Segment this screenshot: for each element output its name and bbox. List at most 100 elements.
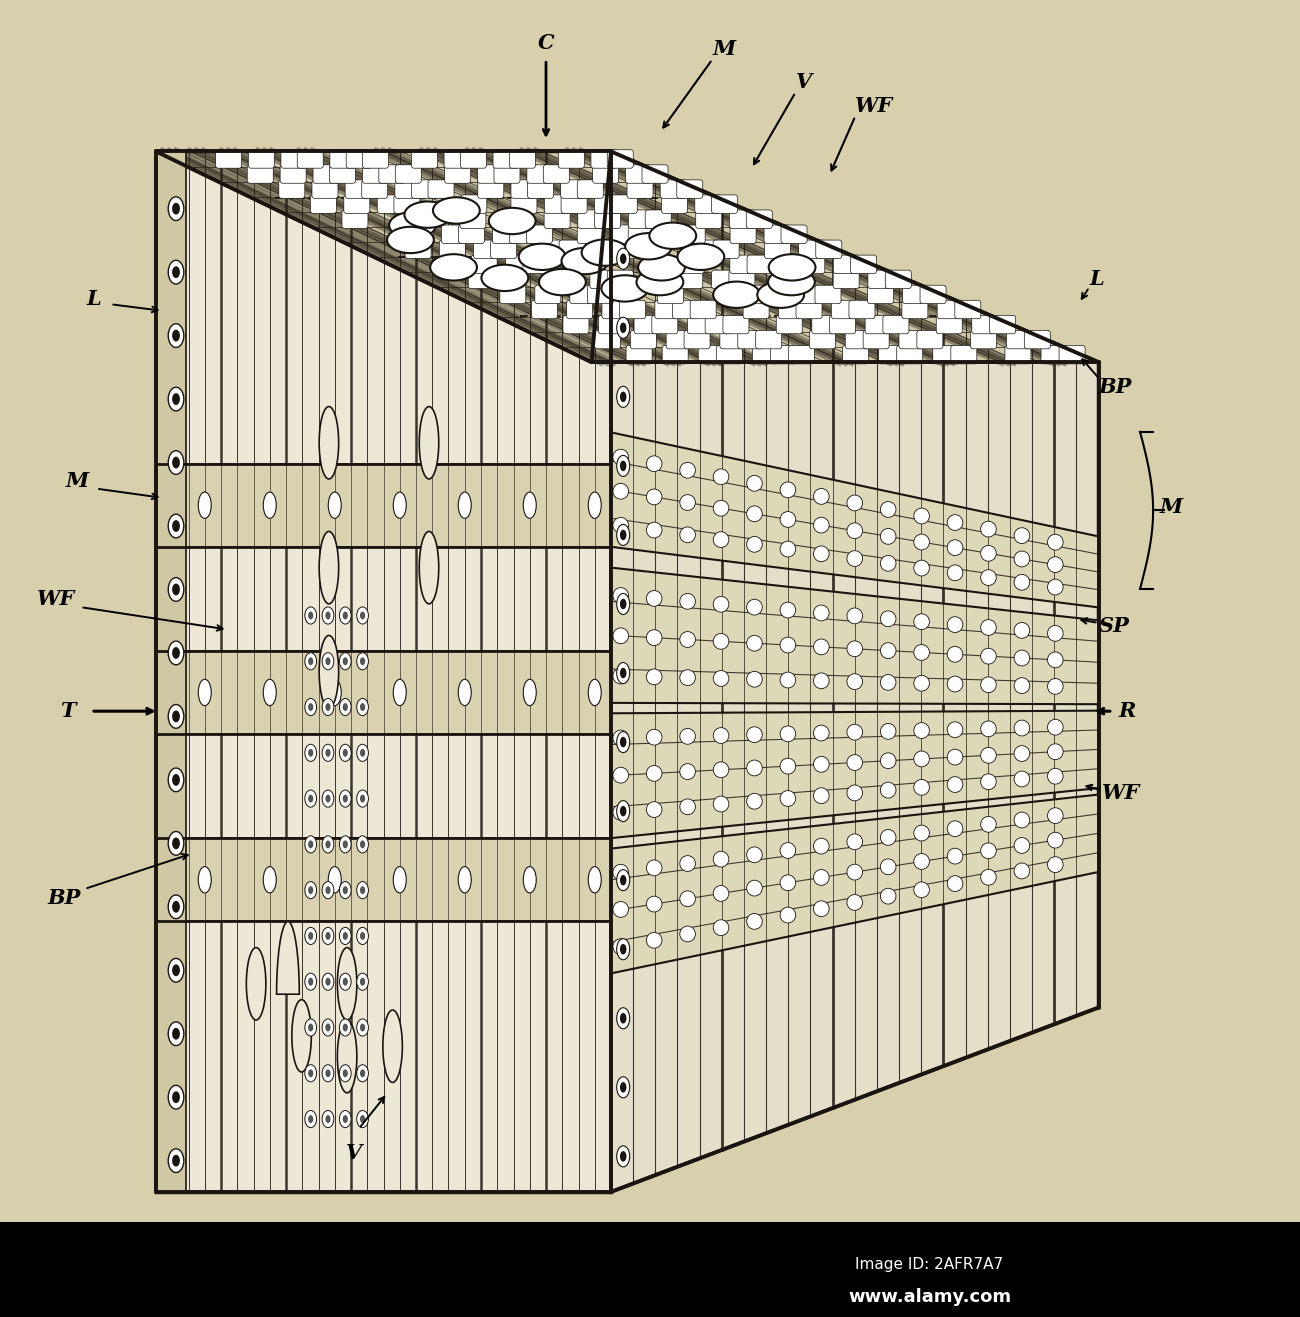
- FancyBboxPatch shape: [493, 150, 519, 169]
- Ellipse shape: [168, 768, 183, 792]
- Ellipse shape: [360, 886, 365, 894]
- FancyBboxPatch shape: [534, 286, 560, 304]
- Circle shape: [948, 848, 963, 864]
- Ellipse shape: [339, 1064, 351, 1081]
- FancyBboxPatch shape: [460, 195, 486, 213]
- Polygon shape: [156, 151, 1098, 362]
- Circle shape: [646, 932, 662, 948]
- FancyBboxPatch shape: [916, 331, 942, 349]
- FancyBboxPatch shape: [278, 180, 304, 199]
- FancyBboxPatch shape: [920, 286, 946, 304]
- FancyBboxPatch shape: [311, 195, 337, 213]
- FancyBboxPatch shape: [468, 270, 494, 288]
- FancyBboxPatch shape: [810, 331, 836, 349]
- FancyBboxPatch shape: [694, 195, 720, 213]
- FancyBboxPatch shape: [511, 180, 537, 199]
- Ellipse shape: [562, 248, 608, 274]
- Circle shape: [614, 768, 629, 784]
- FancyBboxPatch shape: [811, 315, 837, 333]
- FancyBboxPatch shape: [1024, 331, 1050, 349]
- Circle shape: [848, 523, 863, 539]
- Ellipse shape: [304, 1110, 317, 1127]
- Polygon shape: [156, 464, 611, 547]
- FancyBboxPatch shape: [897, 345, 923, 363]
- Ellipse shape: [620, 529, 627, 540]
- FancyBboxPatch shape: [711, 270, 737, 288]
- Ellipse shape: [523, 680, 536, 706]
- Ellipse shape: [343, 611, 348, 619]
- Ellipse shape: [320, 407, 338, 479]
- Circle shape: [980, 677, 996, 693]
- FancyBboxPatch shape: [753, 345, 779, 363]
- Ellipse shape: [168, 514, 183, 537]
- FancyBboxPatch shape: [937, 300, 963, 319]
- FancyBboxPatch shape: [849, 300, 875, 319]
- FancyBboxPatch shape: [797, 286, 823, 304]
- Ellipse shape: [325, 703, 330, 711]
- Ellipse shape: [616, 317, 629, 338]
- FancyBboxPatch shape: [590, 270, 616, 288]
- Circle shape: [848, 785, 863, 801]
- Ellipse shape: [325, 977, 330, 985]
- Circle shape: [680, 462, 696, 478]
- FancyBboxPatch shape: [779, 300, 805, 319]
- FancyBboxPatch shape: [477, 165, 503, 183]
- FancyBboxPatch shape: [628, 225, 654, 244]
- Ellipse shape: [320, 532, 338, 605]
- Circle shape: [614, 518, 629, 533]
- Ellipse shape: [393, 680, 406, 706]
- Circle shape: [814, 639, 829, 655]
- Circle shape: [680, 670, 696, 686]
- FancyBboxPatch shape: [406, 240, 432, 258]
- Circle shape: [714, 532, 729, 548]
- FancyBboxPatch shape: [738, 331, 764, 349]
- FancyBboxPatch shape: [395, 180, 421, 199]
- FancyBboxPatch shape: [559, 240, 585, 258]
- Ellipse shape: [198, 680, 211, 706]
- FancyBboxPatch shape: [577, 209, 603, 228]
- Ellipse shape: [343, 977, 348, 985]
- FancyBboxPatch shape: [602, 300, 628, 319]
- FancyBboxPatch shape: [771, 345, 797, 363]
- Circle shape: [1048, 557, 1063, 573]
- Circle shape: [780, 602, 796, 618]
- Ellipse shape: [519, 244, 566, 270]
- Ellipse shape: [328, 493, 341, 519]
- Ellipse shape: [339, 1019, 351, 1036]
- Ellipse shape: [339, 698, 351, 715]
- Circle shape: [1014, 551, 1030, 566]
- Circle shape: [880, 528, 896, 544]
- FancyBboxPatch shape: [655, 300, 681, 319]
- Ellipse shape: [343, 932, 348, 940]
- Ellipse shape: [325, 840, 330, 848]
- Ellipse shape: [616, 731, 629, 752]
- Text: M: M: [1160, 497, 1183, 518]
- Ellipse shape: [387, 227, 434, 253]
- FancyBboxPatch shape: [343, 195, 369, 213]
- Ellipse shape: [172, 457, 179, 469]
- Ellipse shape: [620, 391, 627, 402]
- Text: www.alamy.com: www.alamy.com: [848, 1288, 1011, 1306]
- FancyBboxPatch shape: [313, 165, 339, 183]
- Ellipse shape: [308, 840, 313, 848]
- Circle shape: [980, 843, 996, 859]
- Circle shape: [848, 834, 863, 849]
- Circle shape: [746, 727, 762, 743]
- Ellipse shape: [322, 927, 334, 944]
- Circle shape: [814, 756, 829, 772]
- Polygon shape: [611, 568, 1098, 705]
- Circle shape: [780, 541, 796, 557]
- Ellipse shape: [458, 493, 471, 519]
- Circle shape: [680, 527, 696, 543]
- Ellipse shape: [263, 493, 276, 519]
- FancyBboxPatch shape: [864, 315, 890, 333]
- FancyBboxPatch shape: [1005, 345, 1031, 363]
- Circle shape: [714, 727, 729, 743]
- Ellipse shape: [308, 977, 313, 985]
- FancyBboxPatch shape: [594, 209, 620, 228]
- Ellipse shape: [489, 208, 536, 234]
- Circle shape: [980, 522, 996, 537]
- Circle shape: [1048, 744, 1063, 760]
- FancyBboxPatch shape: [833, 270, 859, 288]
- FancyBboxPatch shape: [729, 270, 755, 288]
